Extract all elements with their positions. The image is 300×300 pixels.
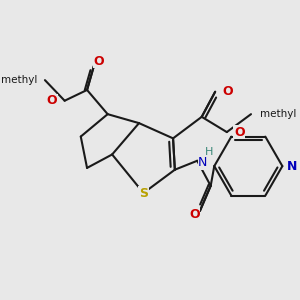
Text: S: S <box>139 187 148 200</box>
Text: O: O <box>222 85 233 98</box>
Text: N: N <box>198 156 208 169</box>
Text: O: O <box>234 126 244 139</box>
Text: O: O <box>47 94 58 107</box>
Text: methyl: methyl <box>2 75 38 85</box>
Text: methyl: methyl <box>260 109 296 119</box>
Text: H: H <box>204 147 213 157</box>
Text: O: O <box>93 55 104 68</box>
Text: N: N <box>287 160 297 172</box>
Text: O: O <box>189 208 200 221</box>
